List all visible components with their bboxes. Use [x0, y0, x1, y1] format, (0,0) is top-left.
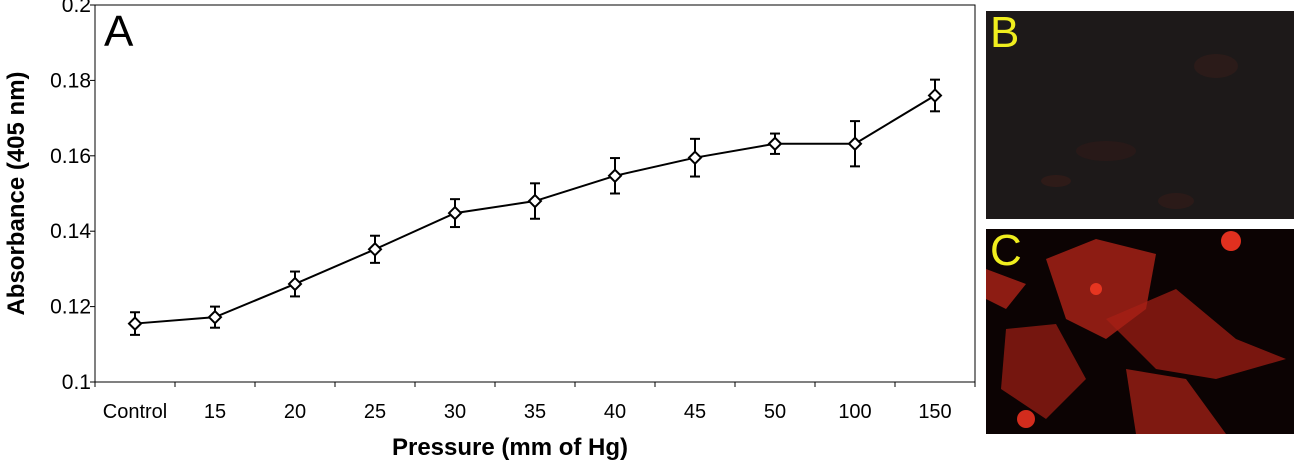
- y-tick-label: 0.12: [50, 296, 91, 319]
- y-tick-label: 0.16: [50, 145, 91, 168]
- data-point-1: [207, 309, 223, 325]
- x-tick-label-8: 50: [764, 401, 786, 423]
- y-tick-label: 0.1: [62, 371, 91, 394]
- x-tick-label-3: 25: [364, 401, 386, 423]
- x-tick-label-9: 100: [838, 401, 871, 423]
- micrograph-panel-c: C: [986, 229, 1294, 434]
- x-tick-label-0: Control: [103, 401, 167, 423]
- data-point-4: [447, 205, 463, 221]
- data-point-3: [367, 241, 383, 257]
- panel-c-image: [986, 231, 1286, 434]
- y-tick-label: 0.18: [50, 69, 91, 92]
- y-tick-label: 0.14: [50, 220, 91, 243]
- panel-b-label: B: [990, 11, 1020, 57]
- data-point-0: [127, 316, 143, 331]
- panel-c-label: C: [990, 229, 1022, 275]
- micrograph-panel-b: B: [986, 11, 1294, 219]
- x-tick-label-6: 40: [604, 401, 626, 423]
- panel-b-image: [1041, 54, 1238, 209]
- x-tick-label-1: 15: [204, 401, 226, 423]
- x-tick-label-5: 35: [524, 401, 546, 423]
- panel-a-label: A: [104, 7, 134, 56]
- data-point-10: [927, 88, 943, 103]
- data-point-8: [767, 136, 783, 152]
- data-point-6: [607, 168, 623, 184]
- y-axis-label: Absorbance (405 nm): [3, 71, 30, 315]
- data-point-7: [687, 150, 703, 166]
- x-tick-label-10: 150: [918, 401, 951, 423]
- x-tick-label-4: 30: [444, 401, 466, 423]
- y-tick-label: 0.2: [62, 0, 91, 17]
- x-tick-label-7: 45: [684, 401, 706, 423]
- absorbance-chart: 0.1 0.12 0.14 0.16 0.18 0.2 Control 15 20 25 30 35 4…: [3, 0, 976, 461]
- x-tick-label-2: 20: [284, 401, 306, 423]
- data-point-2: [287, 276, 303, 292]
- data-point-9: [847, 136, 863, 152]
- plot-area-frame: [94, 4, 976, 383]
- x-axis-label: Pressure (mm of Hg): [392, 434, 628, 461]
- data-point-5: [527, 193, 543, 209]
